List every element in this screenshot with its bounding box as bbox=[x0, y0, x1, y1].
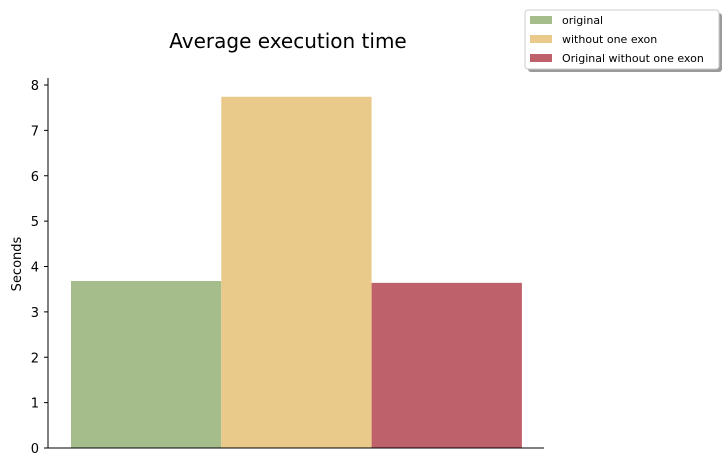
y-tick-label: 0 bbox=[31, 442, 39, 457]
y-tick-label: 6 bbox=[31, 170, 39, 185]
y-tick-label: 7 bbox=[31, 124, 39, 139]
y-tick-label: 1 bbox=[31, 397, 39, 412]
chart-title: Average execution time bbox=[169, 29, 407, 53]
legend-swatch-3 bbox=[530, 54, 552, 62]
legend-label-3: Original without one exon bbox=[562, 52, 704, 65]
legend-swatch-2 bbox=[530, 35, 552, 43]
y-tick-label: 4 bbox=[31, 261, 39, 276]
bar-3 bbox=[371, 282, 522, 448]
y-tick-label: 2 bbox=[31, 351, 39, 366]
y-tick-label: 8 bbox=[31, 79, 39, 94]
bar-1 bbox=[71, 281, 222, 448]
legend: original without one exon Original without… bbox=[524, 9, 722, 72]
y-axis-label: Seconds bbox=[10, 236, 25, 291]
legend-label-1: original bbox=[562, 14, 603, 27]
y-tick-label: 5 bbox=[31, 215, 39, 230]
y-tick-label: 3 bbox=[31, 306, 39, 321]
legend-swatch-1 bbox=[530, 16, 552, 24]
legend-box bbox=[524, 9, 720, 70]
bars-group bbox=[71, 96, 522, 449]
y-axis: 0 1 2 3 4 5 6 7 8 bbox=[31, 79, 48, 457]
legend-label-2: without one exon bbox=[562, 33, 657, 46]
bar-2 bbox=[221, 96, 372, 449]
